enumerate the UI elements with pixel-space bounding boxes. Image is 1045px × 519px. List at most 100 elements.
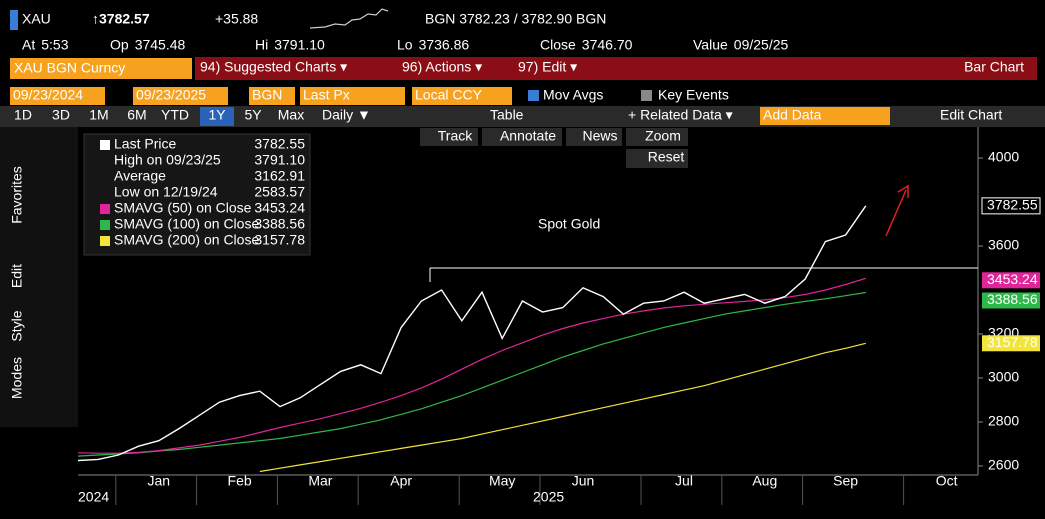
detail-value: 3745.48 bbox=[135, 37, 186, 53]
menu[interactable]: 97) Edit ▾ bbox=[518, 59, 577, 75]
period-button[interactable]: 5Y bbox=[244, 107, 262, 123]
sidebar-tab[interactable]: Edit bbox=[9, 264, 25, 288]
symbol: XAU bbox=[22, 11, 51, 27]
y-tick-label: 2800 bbox=[988, 413, 1019, 429]
y-tick-label: 3000 bbox=[988, 369, 1019, 385]
symbol-marker bbox=[10, 10, 18, 30]
detail-value: 3791.10 bbox=[274, 37, 325, 53]
table-button[interactable]: Table bbox=[490, 107, 524, 123]
last-value-box bbox=[982, 292, 1040, 309]
x-tick-label: Mar bbox=[308, 473, 332, 489]
setting-field[interactable] bbox=[412, 87, 512, 105]
legend-box bbox=[83, 133, 311, 256]
legend-name: SMAVG (100) on Close bbox=[114, 216, 259, 232]
detail-label: Lo bbox=[397, 37, 413, 53]
series-line bbox=[78, 291, 866, 457]
sidebar-tab[interactable]: Style bbox=[9, 310, 25, 341]
last-value-border bbox=[981, 197, 1041, 215]
setting-source: BGN bbox=[252, 87, 282, 103]
tool-button[interactable] bbox=[420, 128, 478, 146]
setting-field[interactable] bbox=[10, 87, 105, 105]
period-button[interactable]: 3D bbox=[52, 107, 70, 123]
edit-chart[interactable]: Edit Chart bbox=[940, 107, 1002, 123]
series-line bbox=[78, 277, 866, 454]
setting-field[interactable] bbox=[249, 87, 295, 105]
change: +35.88 bbox=[215, 11, 258, 27]
period-button[interactable]: Max bbox=[278, 107, 304, 123]
add-data[interactable]: Add Data bbox=[763, 107, 822, 123]
setting-currency: Local CCY bbox=[415, 87, 483, 103]
legend-value: 3453.24 bbox=[254, 200, 305, 216]
legend-stat-value: 3791.10 bbox=[254, 152, 305, 168]
period-button[interactable]: 1Y bbox=[208, 107, 226, 123]
trend-arrow bbox=[885, 184, 909, 237]
sidebar-tab[interactable]: Favorites bbox=[9, 166, 25, 224]
menu[interactable]: 94) Suggested Charts ▾ bbox=[200, 59, 347, 75]
tool-label[interactable]: Reset bbox=[648, 149, 685, 165]
x-tick-label: Feb bbox=[228, 473, 252, 489]
tool-button[interactable] bbox=[626, 149, 688, 168]
x-tick-label: Jun bbox=[572, 473, 595, 489]
setting-field[interactable] bbox=[300, 87, 405, 105]
sidebar-tab[interactable]: Modes bbox=[9, 357, 25, 399]
legend-swatch bbox=[100, 140, 110, 150]
key-events: Key Events bbox=[658, 87, 729, 103]
tool-label[interactable]: Annotate bbox=[500, 128, 556, 144]
last-value-label: 3388.56 bbox=[987, 291, 1038, 307]
detail-label: At bbox=[22, 37, 35, 53]
legend-stat: High on 09/23/25 bbox=[114, 152, 221, 168]
quote: BGN 3782.23 / 3782.90 BGN bbox=[425, 11, 606, 27]
key-events-check[interactable] bbox=[641, 90, 652, 101]
annotation: Spot Gold bbox=[538, 216, 600, 232]
legend-value: 3388.56 bbox=[254, 216, 305, 232]
menu[interactable]: 96) Actions ▾ bbox=[402, 59, 482, 75]
tool-button[interactable] bbox=[626, 128, 688, 146]
y-tick-label: 2600 bbox=[988, 457, 1019, 473]
detail-label: Op bbox=[110, 37, 129, 53]
y-tick-label: 3600 bbox=[988, 237, 1019, 253]
last-value-label: 3157.78 bbox=[987, 334, 1038, 350]
detail-value: 3746.70 bbox=[582, 37, 633, 53]
legend-name: SMAVG (200) on Close bbox=[114, 232, 259, 248]
year-label: 2025 bbox=[533, 489, 564, 505]
detail-value: 3736.86 bbox=[419, 37, 470, 53]
x-tick-label: Jan bbox=[148, 473, 171, 489]
period-button[interactable]: 6M bbox=[127, 107, 146, 123]
security-field bbox=[10, 58, 192, 79]
last-value-label: 3453.24 bbox=[987, 271, 1038, 287]
x-tick-label: Apr bbox=[390, 473, 412, 489]
mov-avgs: Mov Avgs bbox=[543, 87, 603, 103]
last-value-box bbox=[982, 272, 1040, 289]
period-button[interactable]: YTD bbox=[161, 107, 189, 123]
setting-field: Last Px bbox=[303, 87, 350, 103]
setting-end: 09/23/2025 bbox=[136, 87, 206, 103]
legend-name: Last Price bbox=[114, 136, 176, 152]
legend-stat-value: 3162.91 bbox=[254, 168, 305, 184]
frequency[interactable]: Daily ▼ bbox=[322, 107, 371, 123]
sparkline bbox=[309, 8, 389, 29]
legend-stat-value: 2583.57 bbox=[254, 184, 305, 200]
legend-swatch bbox=[100, 236, 110, 246]
tool-button[interactable] bbox=[482, 128, 562, 146]
mov-avgs-check[interactable] bbox=[528, 90, 539, 101]
setting-start: 09/23/2024 bbox=[13, 87, 83, 103]
tool-button[interactable] bbox=[566, 128, 622, 146]
series-line bbox=[78, 205, 867, 462]
period-button[interactable]: 1D bbox=[14, 107, 32, 123]
detail-value: 09/25/25 bbox=[734, 37, 789, 53]
x-tick-label: Jul bbox=[675, 473, 693, 489]
menu-bar bbox=[195, 57, 1037, 80]
legend-value: 3157.78 bbox=[254, 232, 305, 248]
last-value-label: 3782.55 bbox=[987, 197, 1038, 213]
tool-label[interactable]: News bbox=[582, 128, 617, 144]
period-button[interactable]: 1M bbox=[89, 107, 108, 123]
related-data[interactable]: + Related Data ▾ bbox=[628, 107, 733, 123]
tool-label[interactable]: Zoom bbox=[645, 128, 681, 144]
tool-label[interactable]: Track bbox=[438, 128, 473, 144]
legend-stat: Average bbox=[114, 168, 166, 184]
detail-label: Hi bbox=[255, 37, 268, 53]
add-data-field[interactable] bbox=[760, 107, 890, 125]
legend-value: 3782.55 bbox=[254, 136, 305, 152]
setting-field[interactable] bbox=[133, 87, 228, 105]
